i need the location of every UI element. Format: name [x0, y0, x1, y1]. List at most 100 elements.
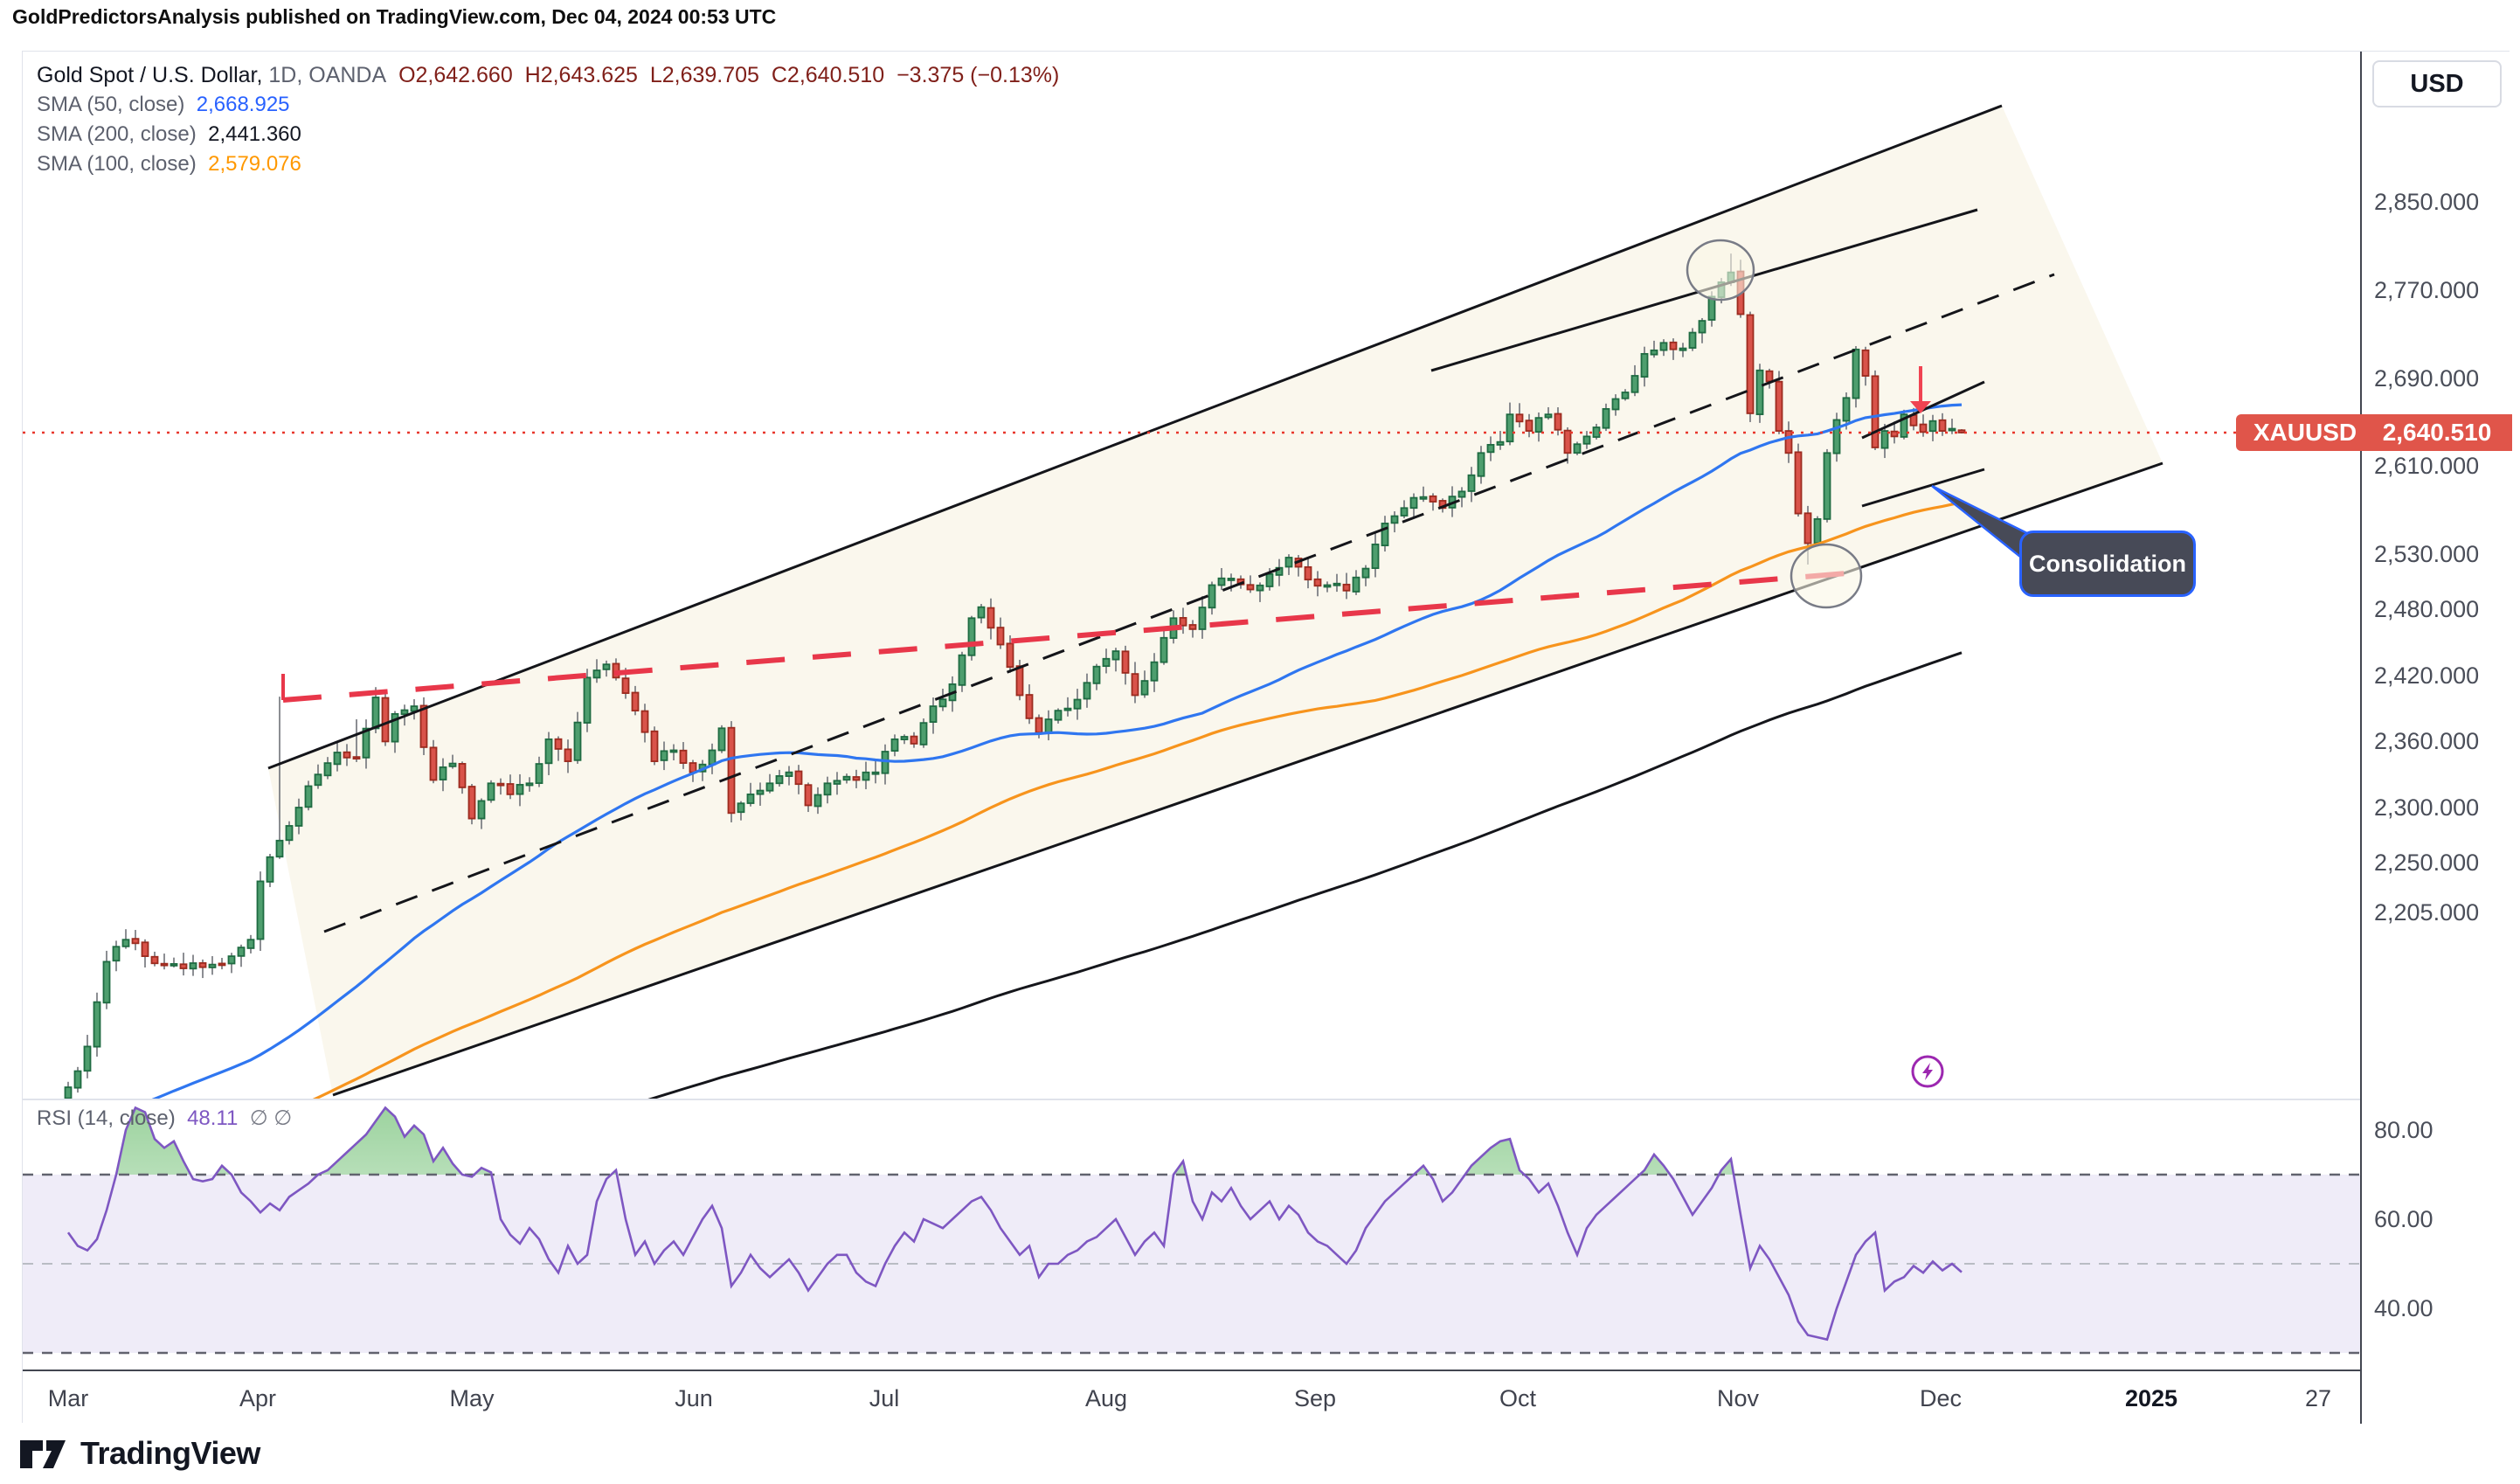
- candle-up: [1361, 567, 1370, 579]
- candle-up: [83, 1045, 92, 1072]
- down-arrow-icon[interactable]: [1910, 401, 1931, 413]
- sma200-label: SMA (200, close): [37, 122, 197, 146]
- price-tick: 2,205.000: [2374, 898, 2480, 926]
- consolidation-callout-label: Consolidation: [2029, 550, 2186, 577]
- candle-down: [1429, 495, 1437, 503]
- legend-sma100-row[interactable]: SMA (100, close) 2,579.076: [37, 149, 1059, 179]
- candle-up: [765, 782, 774, 792]
- time-label-Oct: Oct: [1499, 1385, 1537, 1411]
- candle-up: [871, 771, 880, 775]
- rsi-legend[interactable]: RSI (14, close) 48.11 ∅ ∅: [37, 1106, 292, 1131]
- candle-up: [1227, 578, 1236, 581]
- candle-up: [256, 880, 265, 940]
- candle-up: [1698, 320, 1707, 334]
- last-price-badge-symbol: XAUUSD: [2236, 413, 2374, 451]
- time-label-Jul: Jul: [869, 1385, 900, 1411]
- price-tick: 2,530.000: [2374, 541, 2480, 568]
- candle-down: [1919, 423, 1928, 433]
- candle-up: [708, 749, 717, 766]
- candle-up: [1063, 707, 1072, 711]
- trendline-channel-upper[interactable]: [267, 104, 2003, 770]
- rsi-label: RSI (14, close): [37, 1106, 176, 1130]
- trendline-flag-lower[interactable]: [1861, 468, 1985, 508]
- candle-up: [1650, 349, 1658, 356]
- price-tick: 2,480.000: [2374, 596, 2480, 623]
- rsi-tick: 40.00: [2374, 1295, 2433, 1321]
- price-tick: 2,360.000: [2374, 728, 2480, 755]
- flash-lightning-icon: [1922, 1063, 1933, 1080]
- candle-up: [862, 771, 870, 781]
- candle-up: [1534, 417, 1543, 433]
- candle-down: [1563, 429, 1572, 454]
- chart-legend: Gold Spot / U.S. Dollar, 1D, OANDA O2,64…: [37, 60, 1059, 179]
- candle-up: [1506, 413, 1514, 443]
- rsi-value: 48.11: [187, 1106, 239, 1130]
- candle-up: [544, 738, 553, 765]
- candle-down: [1775, 380, 1783, 432]
- candle-up: [1630, 375, 1639, 393]
- candle-down: [1121, 650, 1130, 674]
- candle-up: [170, 963, 178, 967]
- time-axis[interactable]: Mar Apr May Jun Jul Aug Sep Oct Nov Dec 2025 27: [23, 1370, 2510, 1425]
- legend-sma200-row[interactable]: SMA (200, close) 2,441.360: [37, 120, 1059, 149]
- candle-up: [1900, 413, 1908, 438]
- pivot-circle-1[interactable]: [1686, 239, 1755, 302]
- candle-up: [1679, 347, 1687, 351]
- rsi-tick: 80.00: [2374, 1117, 2433, 1143]
- legend-change: −3.375 (−0.13%): [897, 63, 1060, 87]
- candle-down: [1525, 420, 1533, 432]
- candle-up: [592, 669, 601, 679]
- candle-down: [1784, 430, 1793, 454]
- candle-up: [775, 775, 784, 785]
- candle-up: [583, 676, 592, 724]
- candle-up: [1073, 698, 1082, 710]
- candle-down: [804, 784, 813, 807]
- candle-down: [381, 697, 390, 743]
- candle-up: [448, 762, 457, 767]
- candle-up: [1880, 430, 1889, 449]
- price-pane-chart[interactable]: [23, 52, 2360, 1099]
- candle-down: [621, 677, 630, 694]
- candle-up: [669, 749, 678, 753]
- candle-down: [1890, 430, 1899, 438]
- candle-up: [1611, 398, 1620, 411]
- price-tick: 2,420.000: [2374, 662, 2480, 689]
- rsi-pane-chart[interactable]: [23, 1099, 2360, 1370]
- candle-up: [246, 939, 255, 949]
- candle-up: [294, 807, 303, 827]
- consolidation-callout[interactable]: Consolidation: [2019, 530, 2196, 597]
- candle-up: [1092, 665, 1101, 684]
- candle-down: [1188, 624, 1197, 630]
- rsi-line: [66, 1106, 1963, 1342]
- tradingview-logo[interactable]: TradingView: [19, 1433, 260, 1474]
- candle-up: [102, 960, 111, 1004]
- page-title: GoldPredictorsAnalysis published on Trad…: [12, 5, 777, 28]
- last-price-badge: 2,640.510: [2362, 413, 2512, 451]
- candle-up: [1150, 661, 1159, 682]
- flash-icon-circle[interactable]: [1911, 1055, 1944, 1088]
- legend-sma50-row[interactable]: SMA (50, close) 2,668.925: [37, 90, 1059, 120]
- price-axis[interactable]: USD 2,850.000 2,770.000 2,690.000 2,610.000…: [2360, 52, 2512, 1424]
- tradingview-logo-text: TradingView: [80, 1435, 260, 1471]
- candle-up: [967, 617, 976, 656]
- candle-down: [1794, 451, 1803, 515]
- candle-down: [1035, 717, 1043, 734]
- candle-up: [304, 785, 313, 808]
- pivot-circle-2[interactable]: [1790, 543, 1863, 609]
- candle-up: [1602, 407, 1610, 429]
- candle-down: [1803, 512, 1812, 544]
- legend-symbol-row[interactable]: Gold Spot / U.S. Dollar, 1D, OANDA O2,64…: [37, 60, 1059, 90]
- candle-up: [785, 771, 793, 777]
- candle-up: [573, 721, 582, 761]
- candle-up: [1044, 718, 1053, 733]
- candle-down: [1131, 673, 1139, 697]
- candle-up: [371, 697, 380, 730]
- currency-toggle-button[interactable]: USD: [2372, 60, 2502, 107]
- candle-up: [1409, 496, 1418, 510]
- legend-high: H2,643.625: [524, 63, 638, 87]
- candle-down: [141, 941, 149, 957]
- candle-down: [852, 776, 861, 781]
- chart-widget: Gold Spot / U.S. Dollar, 1D, OANDA O2,64…: [22, 51, 2512, 1425]
- candle-down: [1304, 565, 1312, 581]
- trendline-dashed-midline[interactable]: [323, 273, 2055, 933]
